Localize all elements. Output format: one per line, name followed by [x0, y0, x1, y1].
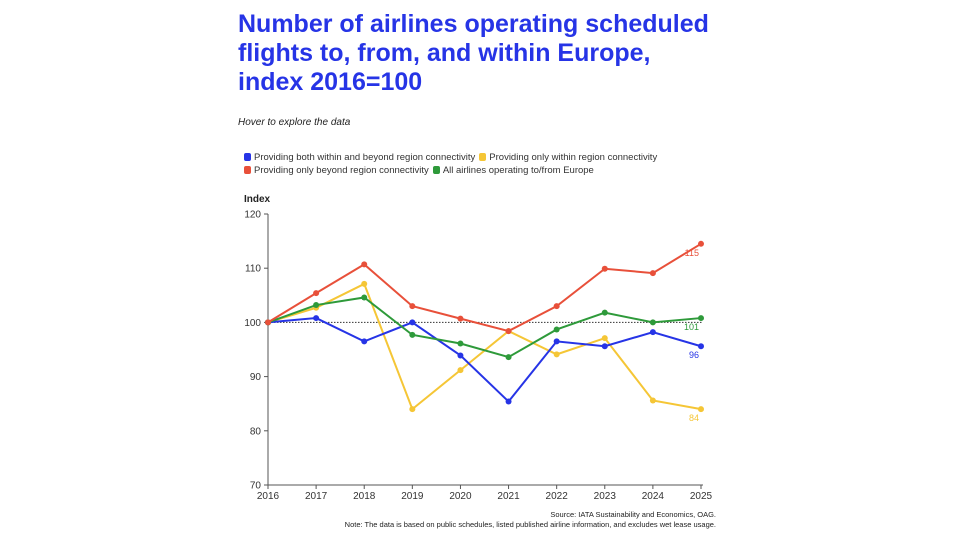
data-point [601, 265, 608, 272]
legend-item-within[interactable]: Providing only within region connectivit… [479, 152, 657, 165]
end-label: 84 [689, 413, 699, 423]
data-point [698, 240, 704, 247]
legend-item-beyond[interactable]: Providing only beyond region connectivit… [244, 165, 429, 178]
data-point [361, 338, 368, 345]
data-point [361, 280, 368, 287]
series-lines: 84 96 101 115 [265, 240, 704, 423]
legend-label: All airlines operating to/from Europe [442, 164, 594, 176]
data-point [505, 354, 512, 361]
data-point [409, 406, 416, 413]
data-point [361, 261, 368, 268]
data-point [601, 309, 608, 316]
data-point [457, 367, 464, 374]
legend-item-all[interactable]: All airlines operating to/from Europe [432, 164, 594, 178]
data-point [409, 319, 416, 326]
data-point [457, 340, 464, 347]
x-tick-label: 2024 [642, 491, 665, 502]
y-tick-label: 110 [245, 264, 261, 275]
x-tick-label: 2023 [594, 491, 617, 502]
data-point [553, 351, 560, 358]
data-point [649, 319, 656, 326]
legend-item-both[interactable]: Providing both within and beyond region … [244, 152, 475, 165]
x-tick-label: 2018 [353, 491, 376, 502]
x-tick-label: 2020 [449, 491, 472, 502]
y-tick-label: 80 [250, 426, 262, 437]
data-point [553, 303, 560, 310]
data-point [601, 343, 608, 350]
series-line [267, 296, 702, 359]
data-point [553, 338, 560, 345]
data-point [698, 343, 704, 350]
chart-title: Number of airlines operating scheduled f… [238, 10, 709, 96]
series-2: 115 [265, 240, 704, 335]
data-point [313, 302, 320, 309]
legend-swatch [244, 165, 251, 174]
data-point [505, 398, 512, 405]
legend-swatch [432, 165, 440, 174]
y-tick-label: 70 [250, 481, 262, 492]
y-tick-label: 90 [250, 372, 262, 383]
y-axis-label: Index [244, 194, 271, 205]
source-text: Source: IATA Sustainability and Economic… [550, 510, 716, 519]
source-notes: Source: IATA Sustainability and Economic… [345, 510, 716, 530]
x-tick-label: 2016 [257, 491, 280, 502]
series-line [267, 317, 702, 404]
end-label: 96 [689, 350, 699, 360]
chart-subtitle: Hover to explore the data [238, 117, 351, 128]
data-point [601, 335, 608, 342]
legend-swatch [479, 153, 487, 161]
data-point [553, 326, 560, 333]
series-line [267, 242, 702, 333]
data-point [457, 352, 464, 359]
data-point [265, 319, 271, 326]
legend-label: Providing both within and beyond region … [254, 152, 476, 163]
data-point [698, 406, 704, 413]
x-tick-label: 2025 [690, 491, 713, 502]
data-point [361, 294, 368, 301]
data-point [649, 329, 656, 336]
data-point [698, 315, 704, 322]
x-tick-label: 2017 [305, 491, 328, 502]
legend-swatch [244, 153, 251, 161]
y-tick-label: 100 [244, 318, 261, 329]
end-label: 115 [685, 248, 699, 258]
note-text: Note: The data is based on public schedu… [344, 520, 716, 529]
data-point [649, 397, 656, 404]
series-0: 96 [265, 315, 704, 405]
x-tick-label: 2019 [401, 491, 424, 502]
legend-label: Providing only within region connectivit… [489, 152, 658, 163]
series-3: 101 [265, 294, 704, 361]
data-point [313, 315, 320, 322]
data-point [409, 303, 416, 310]
end-label: 101 [684, 322, 699, 332]
x-tick-label: 2021 [497, 491, 520, 502]
axes: 70 80 90 100 110 120 2016 2017 2018 2019 2020 2021 2… [244, 210, 712, 503]
legend: Providing both within and beyond region … [244, 152, 724, 177]
x-tick-label: 2022 [546, 491, 569, 502]
data-point [649, 270, 656, 277]
data-point [313, 290, 320, 297]
y-tick-label: 120 [244, 210, 261, 221]
data-point [409, 331, 416, 338]
data-point [505, 328, 512, 335]
legend-label: Providing only beyond region connectivit… [254, 164, 429, 176]
data-point [457, 315, 464, 322]
